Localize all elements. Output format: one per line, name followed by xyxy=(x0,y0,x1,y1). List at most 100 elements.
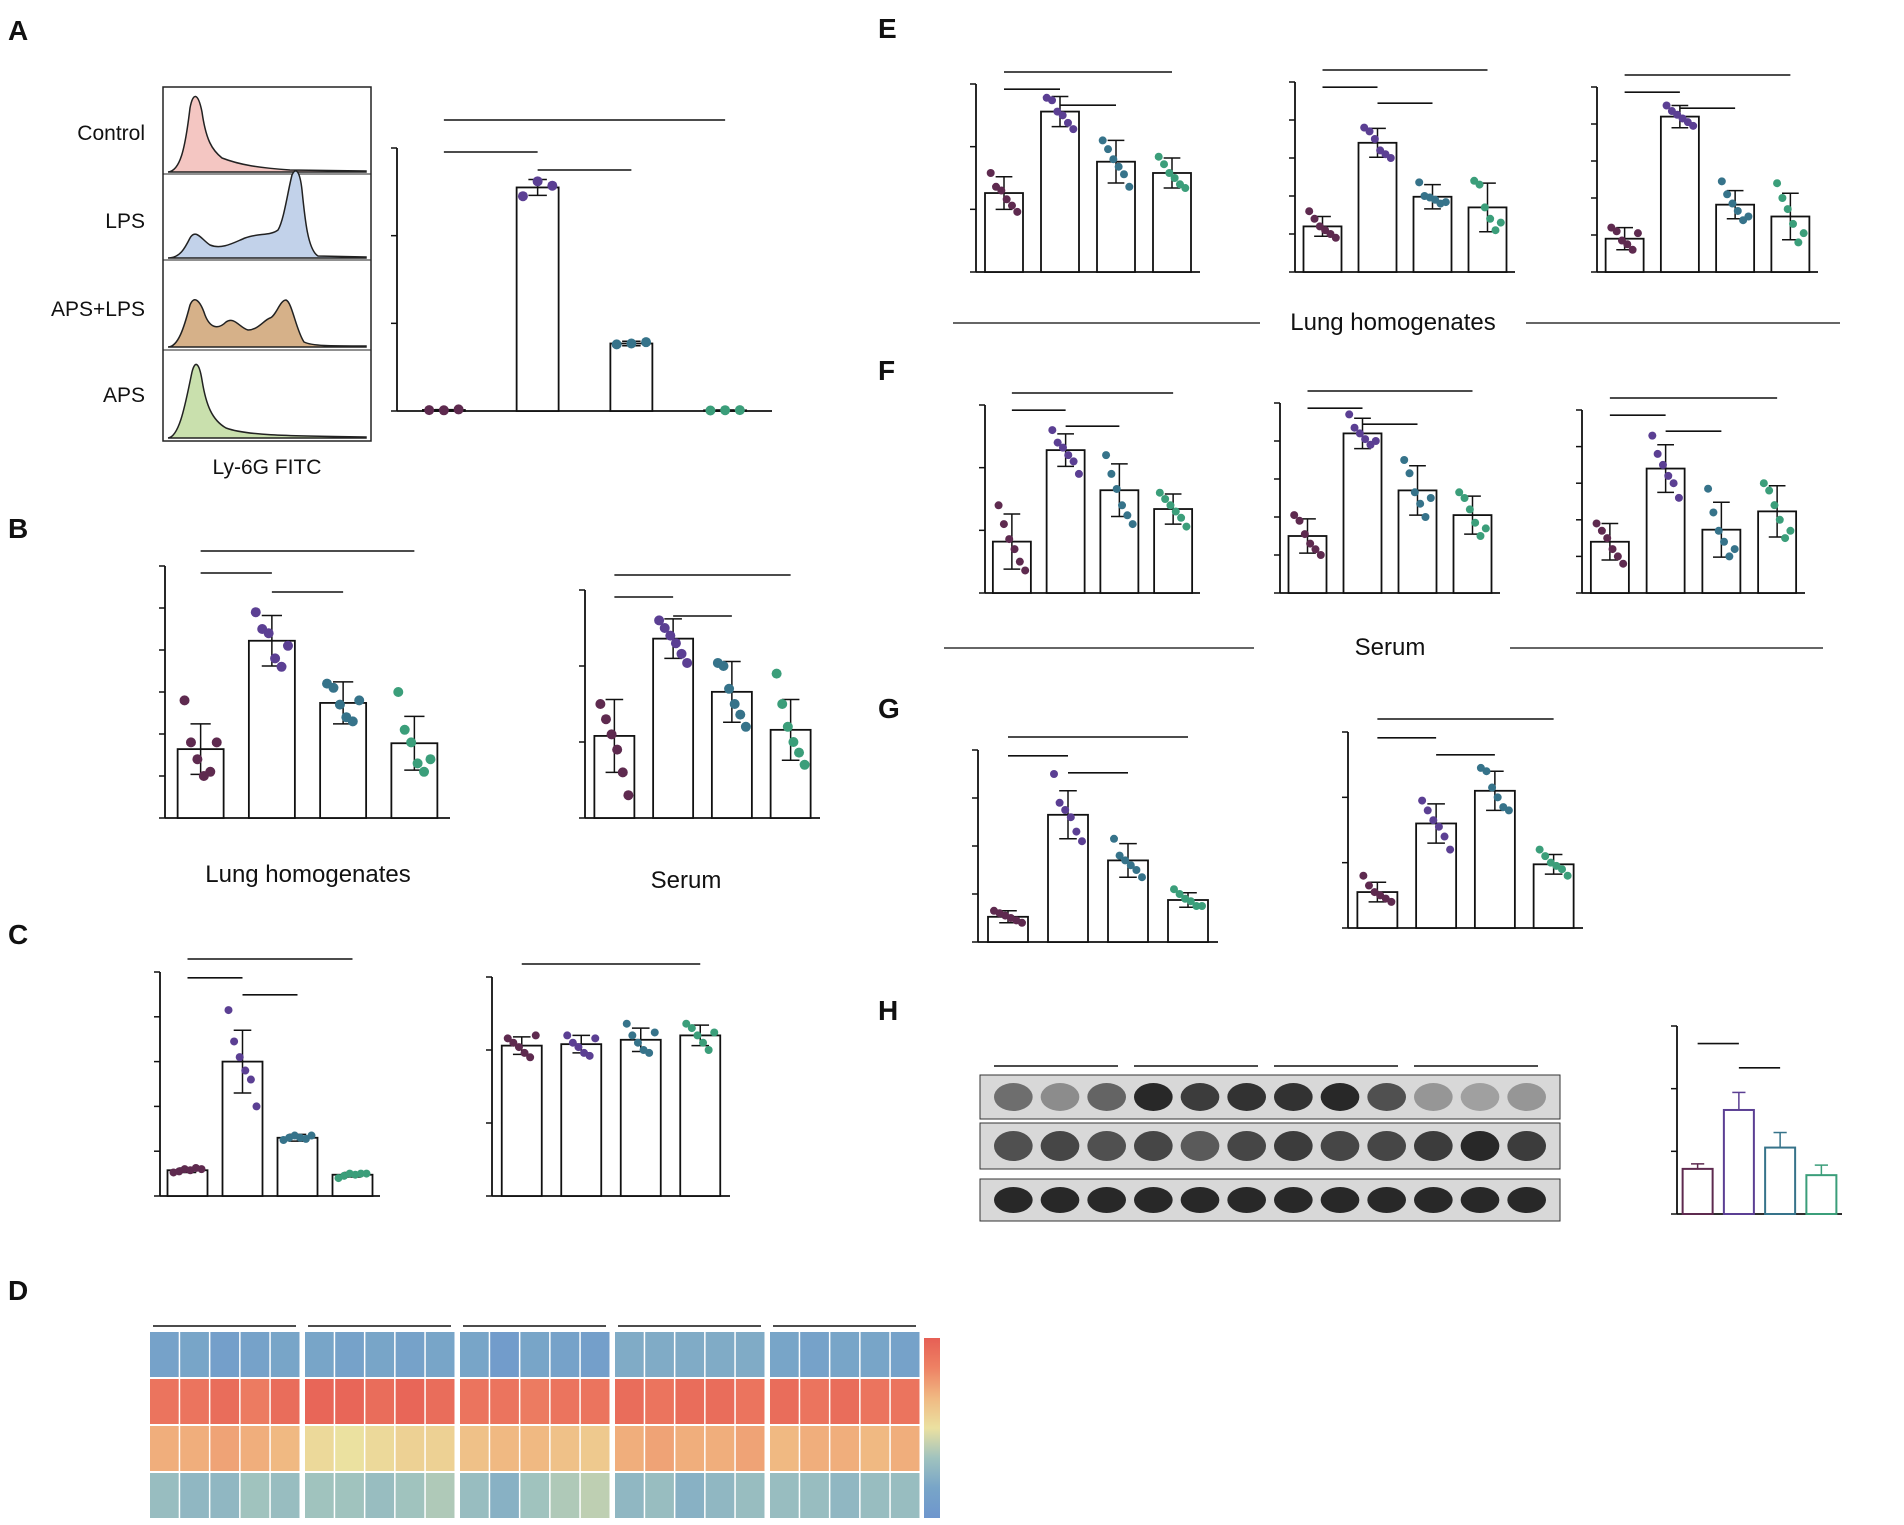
chart-c-icam xyxy=(154,959,380,1196)
data-point xyxy=(1786,527,1794,535)
panel-label-c: C xyxy=(8,919,28,950)
chart-a xyxy=(391,120,772,415)
data-point xyxy=(1442,198,1450,206)
data-point xyxy=(1564,872,1572,880)
bar-lps xyxy=(1359,143,1397,272)
data-point xyxy=(1800,229,1808,237)
data-point xyxy=(1424,806,1432,814)
blot-band xyxy=(994,1131,1033,1161)
data-point xyxy=(1048,96,1056,104)
heatmap-cell xyxy=(581,1473,610,1518)
data-point xyxy=(1365,882,1373,890)
data-point xyxy=(1317,551,1325,559)
data-point xyxy=(1166,501,1174,509)
data-point xyxy=(1198,902,1206,910)
heatmap-cell xyxy=(800,1332,829,1377)
data-point xyxy=(1109,155,1117,163)
data-point xyxy=(1366,127,1374,135)
blot-band xyxy=(1041,1187,1080,1213)
caption-f-serum: Serum xyxy=(1355,634,1426,661)
heatmap-cell xyxy=(180,1332,209,1377)
data-point xyxy=(1720,538,1728,546)
data-point xyxy=(1784,205,1792,213)
data-point xyxy=(1113,485,1121,493)
data-point xyxy=(1418,797,1426,805)
data-point xyxy=(1654,450,1662,458)
data-point xyxy=(1416,500,1424,508)
heatmap-cell xyxy=(335,1426,364,1471)
data-point xyxy=(400,725,410,735)
heatmap-cell xyxy=(615,1379,644,1424)
data-point xyxy=(1593,519,1601,527)
heatmap-cell xyxy=(335,1473,364,1518)
heatmap-colorbar xyxy=(924,1338,940,1518)
blot-band xyxy=(1367,1131,1406,1161)
histogram-aps-lps xyxy=(168,300,366,347)
heatmap-cell xyxy=(861,1379,890,1424)
data-point xyxy=(693,1031,701,1039)
blot-band xyxy=(1227,1131,1266,1161)
heatmap-cell xyxy=(736,1426,765,1471)
heatmap-cell xyxy=(615,1473,644,1518)
heatmap-cell xyxy=(396,1332,425,1377)
heatmap-cell xyxy=(180,1379,209,1424)
data-point xyxy=(626,338,636,348)
data-point xyxy=(618,767,628,777)
data-point xyxy=(1161,495,1169,503)
data-point xyxy=(354,695,364,705)
heatmap-cell xyxy=(706,1473,735,1518)
data-point xyxy=(1059,444,1067,452)
data-point xyxy=(1497,219,1505,227)
data-point xyxy=(515,1043,523,1051)
heatmap-cell xyxy=(581,1332,610,1377)
data-point xyxy=(1494,793,1502,801)
chart-e-tnf xyxy=(1591,75,1818,272)
data-point xyxy=(987,169,995,177)
data-point xyxy=(1118,501,1126,509)
heatmap-cell xyxy=(861,1332,890,1377)
data-point xyxy=(277,662,287,672)
data-point xyxy=(413,758,423,768)
data-point xyxy=(406,737,416,747)
histogram-aps xyxy=(168,364,366,438)
data-point xyxy=(1491,226,1499,234)
data-point xyxy=(1129,520,1137,528)
heatmap-cell xyxy=(891,1332,920,1377)
heatmap-cell xyxy=(490,1332,519,1377)
heatmap xyxy=(150,1326,940,1518)
data-point xyxy=(628,1031,636,1039)
data-point xyxy=(308,1132,316,1140)
data-point xyxy=(1427,494,1435,502)
bar-lps xyxy=(561,1044,601,1196)
heatmap-cell xyxy=(365,1426,394,1471)
data-point xyxy=(1132,866,1140,874)
histogram-lps xyxy=(168,171,366,258)
data-point xyxy=(595,699,605,709)
data-point xyxy=(1301,530,1309,538)
data-point xyxy=(1021,566,1029,574)
heatmap-cell xyxy=(706,1426,735,1471)
flow-label-control: Control xyxy=(77,122,145,145)
bar-control xyxy=(502,1046,542,1196)
heatmap-cell xyxy=(396,1473,425,1518)
data-point xyxy=(1429,816,1437,824)
data-point xyxy=(1016,558,1024,566)
heatmap-cell xyxy=(305,1379,334,1424)
data-point xyxy=(212,737,222,747)
heatmap-cell xyxy=(581,1379,610,1424)
bar-aps-lps xyxy=(1765,1148,1795,1214)
heatmap-cell xyxy=(675,1332,704,1377)
blot-band xyxy=(1367,1083,1406,1111)
data-point xyxy=(348,716,358,726)
data-point xyxy=(1104,145,1112,153)
blot-band xyxy=(1414,1083,1453,1111)
data-point xyxy=(1372,437,1380,445)
blot-band xyxy=(1461,1131,1500,1161)
data-point xyxy=(1461,494,1469,502)
heatmap-cell xyxy=(830,1332,859,1377)
bar-control xyxy=(1683,1169,1713,1214)
heatmap-cell xyxy=(490,1473,519,1518)
heatmap-cell xyxy=(180,1473,209,1518)
heatmap-cell xyxy=(150,1426,179,1471)
chart-c-vcam xyxy=(486,964,730,1196)
